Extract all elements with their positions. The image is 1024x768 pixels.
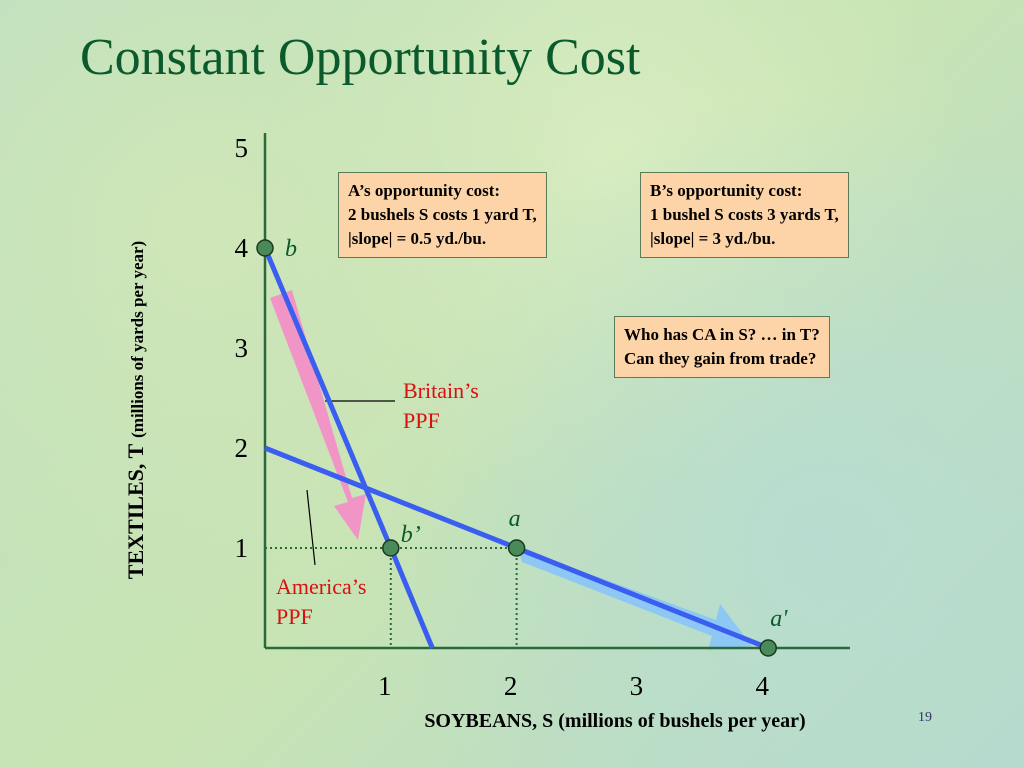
leader-line <box>306 489 316 566</box>
box-line: Who has CA in S? … in T? <box>624 325 820 344</box>
y-tick-label: 4 <box>235 233 249 263</box>
y-tick-label: 5 <box>235 133 249 163</box>
question-box: Who has CA in S? … in T? Can they gain f… <box>614 316 830 378</box>
opportunity-box: A’s opportunity cost: 2 bushels S costs … <box>338 172 547 258</box>
x-tick-label: 4 <box>755 671 769 701</box>
box-line: Can they gain from trade? <box>624 349 817 368</box>
point-label: a <box>509 506 521 532</box>
point <box>759 639 777 657</box>
point-label: a' <box>770 606 788 632</box>
box-line: 1 bushel S costs 3 yards T, <box>650 205 839 224</box>
pink-arrow <box>270 290 366 540</box>
box-line: |slope| = 3 yd./bu. <box>650 229 776 248</box>
point <box>382 539 400 557</box>
opportunity-box: B’s opportunity cost: 1 bushel S costs 3… <box>640 172 849 258</box>
legend-label: Britain’s PPF <box>403 378 479 433</box>
box-line: A’s opportunity cost: <box>348 181 501 200</box>
y-axis-label: TEXTILES, T (millions of yards per year) <box>123 241 148 579</box>
box-line: 2 bushels S costs 1 yard T, <box>348 205 537 224</box>
y-tick-label: 1 <box>235 533 249 563</box>
y-tick-label: 3 <box>235 333 249 363</box>
x-tick-label: 2 <box>504 671 518 701</box>
point-label: b <box>285 236 297 262</box>
x-tick-label: 3 <box>630 671 644 701</box>
page-number: 19 <box>918 710 932 725</box>
legend-label: America’s PPF <box>276 574 367 629</box>
x-tick-label: 1 <box>378 671 392 701</box>
slide-title: Constant Opportunity Cost <box>80 29 641 86</box>
y-tick-label: 2 <box>235 433 249 463</box>
y-axis-unit: (millions of yards per year) <box>128 241 147 438</box>
y-axis-title: TEXTILES, T <box>123 444 148 580</box>
x-axis-label: SOYBEANS, S (millions of bushels per yea… <box>424 710 805 732</box>
point <box>507 539 526 557</box>
box-line: B’s opportunity cost: <box>650 181 803 200</box>
box-line: |slope| = 0.5 yd./bu. <box>348 229 487 248</box>
point-label: b’ <box>401 522 421 548</box>
point <box>256 239 274 257</box>
